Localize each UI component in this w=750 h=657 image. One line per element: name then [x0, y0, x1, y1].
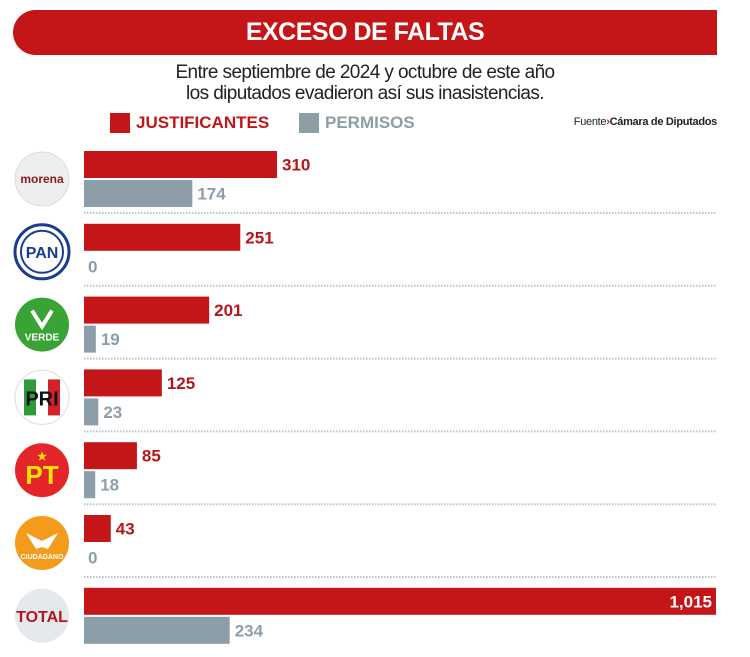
svg-text:VERDE: VERDE	[25, 333, 60, 344]
subtitle-line-1: Entre septiembre de 2024 y octubre de es…	[175, 62, 555, 83]
bar-permisos	[84, 398, 99, 426]
verde-logo: VERDE	[15, 297, 69, 352]
data-label: 310	[282, 156, 310, 175]
pri-logo: PRI	[14, 369, 70, 425]
data-label: 43	[116, 520, 135, 539]
source-note: Fuente›Cámara de Diputados	[573, 116, 718, 128]
data-label: 18	[100, 476, 119, 495]
title-banner: EXCESO DE FALTAS	[13, 10, 717, 55]
svg-text:TOTAL: TOTAL	[16, 609, 68, 626]
legend-permisos: PERMISOS	[299, 113, 415, 133]
pan-logo: PAN	[13, 223, 71, 281]
legend-swatch-permisos	[299, 113, 319, 133]
legend-swatch-justificantes	[110, 113, 130, 133]
source-label: Fuente	[573, 116, 607, 128]
subtitle: Entre septiembre de 2024 y octubre de es…	[0, 62, 730, 104]
data-label: 251	[245, 228, 273, 247]
subtitle-line-2: los diputados evadieron así sus inasiste…	[186, 83, 545, 104]
svg-text:PT: PT	[25, 460, 58, 490]
svg-text:CIUDADANO: CIUDADANO	[21, 554, 64, 561]
bar-permisos	[84, 616, 230, 644]
data-label: 125	[167, 374, 195, 393]
bar-justificantes	[84, 296, 210, 324]
data-label: 174	[197, 185, 226, 204]
data-label: 23	[103, 403, 122, 422]
chevron-right-icon: ›	[606, 116, 610, 128]
svg-text:morena: morena	[20, 172, 64, 186]
bar-justificantes	[84, 442, 137, 470]
svg-text:★: ★	[37, 451, 47, 463]
chart-title: EXCESO DE FALTAS	[245, 18, 485, 46]
data-label: 0	[88, 257, 97, 276]
bar-justificantes	[84, 587, 716, 615]
total-badge: TOTAL	[15, 588, 69, 643]
bar-justificantes	[84, 515, 111, 542]
data-label: 19	[101, 330, 120, 349]
source-value: Cámara de Diputados	[609, 116, 718, 128]
bar-permisos	[84, 325, 96, 353]
legend-label-permisos: PERMISOS	[325, 113, 415, 132]
movimiento-ciudadano-logo: CIUDADANO	[15, 516, 69, 570]
morena-logo: morena	[14, 151, 70, 207]
data-label: 234	[235, 621, 264, 640]
data-label: 85	[142, 447, 161, 466]
legend-justificantes: JUSTIFICANTES	[110, 113, 269, 133]
data-label: 1,015	[669, 592, 712, 611]
bar-justificantes	[84, 223, 241, 251]
svg-text:PRI: PRI	[25, 388, 58, 410]
pt-logo: ★PT	[15, 443, 69, 498]
bar-permisos	[84, 180, 193, 207]
bar-justificantes	[84, 369, 162, 397]
data-label: 201	[214, 301, 242, 320]
data-label: 0	[88, 549, 97, 568]
legend-label-justificantes: JUSTIFICANTES	[136, 113, 270, 132]
bar-justificantes	[84, 151, 278, 178]
bar-permisos	[84, 471, 96, 499]
svg-text:PAN: PAN	[26, 245, 59, 262]
